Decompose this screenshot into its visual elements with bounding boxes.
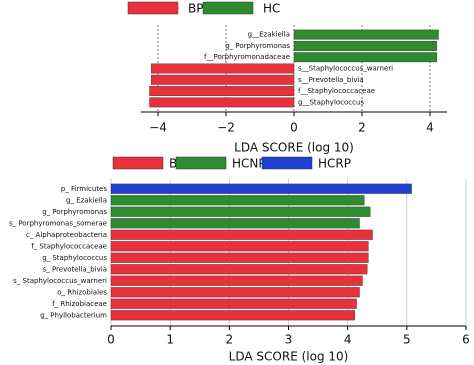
legend-swatch [127, 1, 179, 15]
category-label: f_ Staphylococcaceae [31, 242, 107, 250]
bar [150, 63, 295, 74]
category-label: f_ Rhizobiaceae [52, 300, 107, 308]
bar [150, 74, 295, 85]
x-tick-label: 1 [166, 333, 174, 347]
x-tick-label: 5 [403, 333, 411, 347]
category-label: g_ Ezakiella [66, 196, 107, 204]
x-axis-label: LDA SCORE (log 10) [229, 350, 349, 364]
bar [110, 310, 355, 321]
x-axis-label: LDA SCORE (log 10) [234, 141, 354, 155]
legend-label: HCNP [232, 157, 266, 171]
legend-label: BP [188, 2, 203, 16]
category-label: s__Staphylococcus_warneri [298, 65, 393, 73]
bar [293, 52, 438, 63]
bar [110, 195, 365, 206]
category-label: s_ Staphylococcus_warneri [13, 277, 107, 285]
category-label: s_ Porphyromonas_somerae [9, 219, 107, 227]
x-tick-label: 3 [285, 333, 293, 347]
category-label: f__Staphylococcaceae [298, 87, 375, 95]
x-tick-label: 2 [226, 333, 234, 347]
bar [110, 218, 360, 229]
bar [110, 287, 360, 298]
category-label: g__Staphylococcus [298, 98, 364, 106]
category-label: g__Ezakiella [248, 31, 290, 39]
bar [293, 29, 439, 40]
category-label: o_ Rhizobiales [57, 288, 107, 296]
legend-swatch [202, 1, 254, 15]
bar [110, 229, 373, 240]
bar [149, 86, 295, 97]
category-label: g_ Porphyromonas [225, 42, 290, 50]
category-label: s__Prevotella_bivia [298, 76, 364, 84]
category-label: s_ Prevotella_bivia [43, 265, 107, 273]
category-label: p_ Firmicutes [61, 185, 107, 193]
legend-label: HC [263, 2, 280, 16]
legend-swatch [112, 156, 164, 170]
x-tick-label: −4 [149, 121, 167, 135]
legend-swatch [175, 156, 227, 170]
legend-swatch [261, 156, 313, 170]
category-label: g_ Phyllobacterium [40, 311, 107, 319]
bar [110, 206, 371, 217]
bar [110, 241, 369, 252]
bar [149, 97, 295, 108]
legend-label: HCRP [318, 157, 351, 171]
bar [110, 298, 357, 309]
x-tick-label: 0 [290, 121, 298, 135]
category-label: f__Porphyromonadaceae [204, 53, 290, 61]
category-label: g_ Porphyromonas [42, 208, 107, 216]
x-tick-label: −2 [217, 121, 235, 135]
bar [110, 275, 363, 286]
bar [110, 183, 412, 194]
x-tick-label: 0 [107, 333, 115, 347]
category-label: c_ Alphaproteobacteria [26, 231, 107, 239]
bar [110, 252, 369, 263]
bar [110, 264, 368, 275]
x-tick-label: 4 [344, 333, 352, 347]
x-tick-label: 4 [426, 121, 434, 135]
category-label: g_ Staphylococcus [42, 254, 107, 262]
x-tick-label: 6 [462, 333, 470, 347]
x-tick-label: 2 [358, 121, 366, 135]
bar [293, 40, 438, 51]
